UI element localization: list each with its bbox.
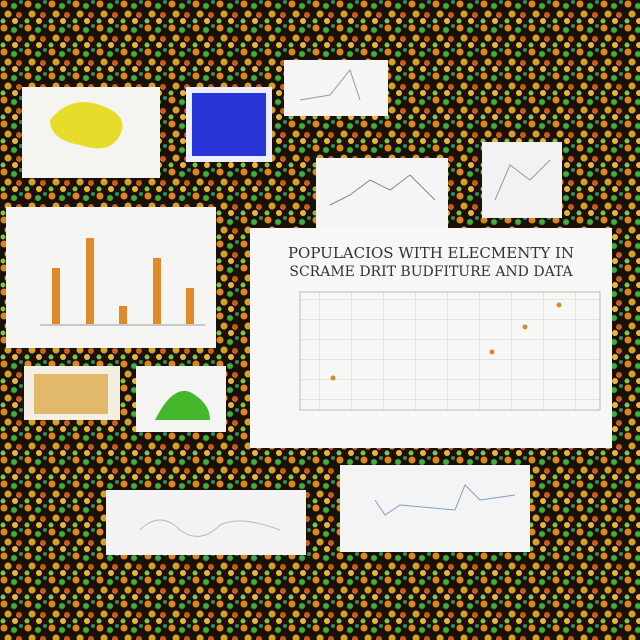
panel-subtitle: SCRAME DRIT BUDFITURE AND DATA (289, 264, 573, 280)
main-panel: POPULACIOS WITH ELECMENTY IN SCRAME DRIT… (250, 228, 612, 448)
thumbnails (6, 60, 562, 555)
panel-title: POPULACIOS WITH ELECMENTY IN (288, 244, 574, 262)
